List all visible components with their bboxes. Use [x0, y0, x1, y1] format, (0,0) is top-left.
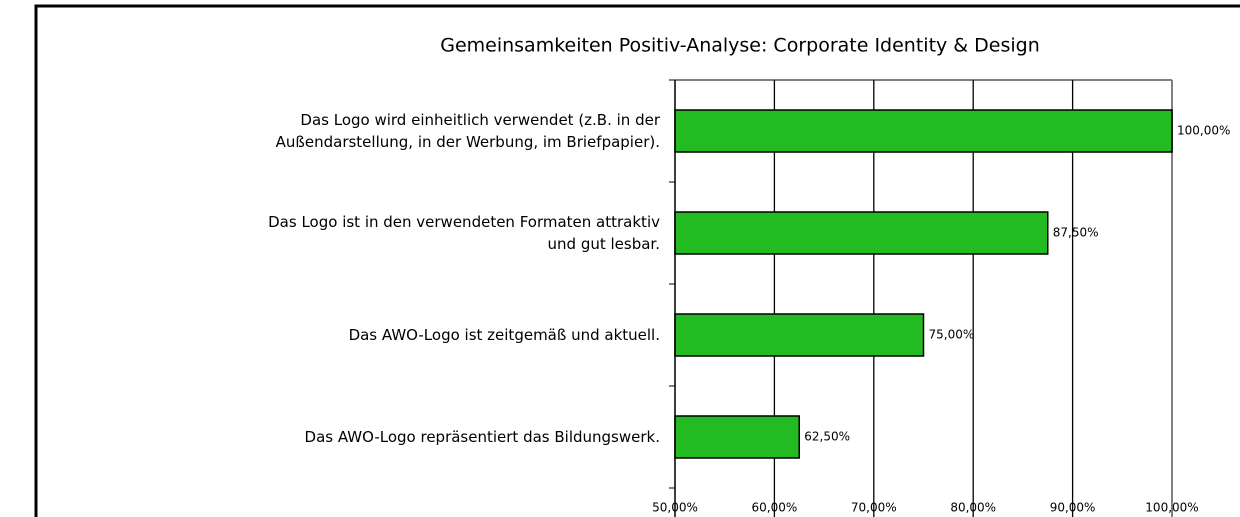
value-label: 87,50% — [1053, 226, 1099, 240]
x-tick-label: 100,00% — [1145, 501, 1198, 515]
y-tick-label-line: Das Logo wird einheitlich verwendet (z.B… — [300, 111, 660, 129]
value-label: 100,00% — [1177, 124, 1230, 138]
y-tick-label: Das Logo wird einheitlich verwendet (z.B… — [276, 111, 661, 151]
bar — [674, 415, 800, 459]
y-tick-label: Das AWO-Logo ist zeitgemäß und aktuell. — [349, 326, 660, 344]
y-tick-label-line: und gut lesbar. — [548, 235, 660, 253]
x-tick-label: 90,00% — [1050, 501, 1096, 515]
y-tick-label-line: Das AWO-Logo ist zeitgemäß und aktuell. — [349, 326, 660, 344]
x-tick-label: 70,00% — [851, 501, 897, 515]
value-label: 62,50% — [804, 430, 850, 444]
x-tick-label: 80,00% — [950, 501, 996, 515]
bar — [674, 109, 1173, 153]
value-label: 75,00% — [929, 328, 975, 342]
y-tick-label-line: Außendarstellung, in der Werbung, im Bri… — [276, 133, 660, 151]
y-tick-label-line: Das Logo ist in den verwendeten Formaten… — [268, 213, 660, 231]
chart-title: Gemeinsamkeiten Positiv-Analyse: Corpora… — [440, 35, 1040, 57]
bar — [674, 211, 1049, 255]
x-tick-label: 60,00% — [752, 501, 798, 515]
bar — [674, 313, 925, 357]
y-tick-label: Das Logo ist in den verwendeten Formaten… — [268, 213, 660, 253]
chart-frame — [34, 4, 1240, 517]
y-tick-label: Das AWO-Logo repräsentiert das Bildungsw… — [305, 428, 660, 446]
y-tick-label-line: Das AWO-Logo repräsentiert das Bildungsw… — [305, 428, 660, 446]
